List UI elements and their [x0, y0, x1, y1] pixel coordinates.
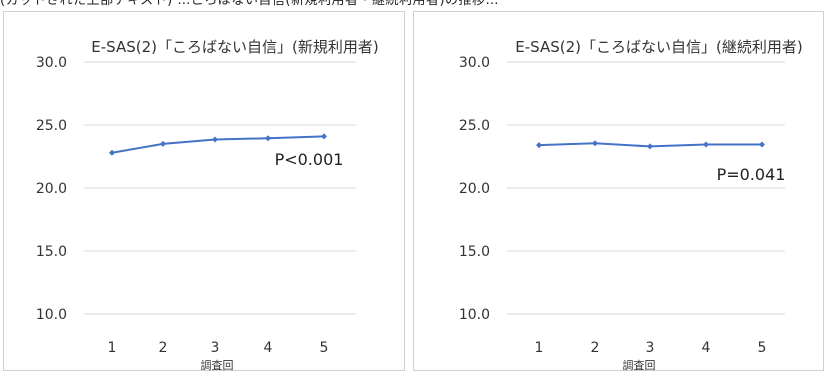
- data-point: [703, 141, 709, 148]
- chart-svg-new-users: E-SAS(2)「ころばない自信」(新規利用者) 10.0 15.0 20.0 25.…: [36, 38, 379, 372]
- y-tick-label: 10.0: [459, 307, 490, 323]
- x-axis-label: 調査回: [623, 358, 656, 372]
- y-tick-label: 30.0: [36, 55, 67, 71]
- x-tick-label: 3: [211, 340, 220, 356]
- x-tick-label: 4: [702, 340, 711, 356]
- data-point: [592, 140, 598, 147]
- chart-title: E-SAS(2)「ころばない自信」(継続利用者): [515, 38, 802, 56]
- x-tick-label: 2: [159, 340, 168, 356]
- data-point: [109, 149, 115, 156]
- y-tick-label: 25.0: [36, 118, 67, 134]
- data-point: [536, 142, 542, 149]
- y-tick-label: 20.0: [36, 181, 67, 197]
- p-value-annotation: P<0.001: [275, 150, 344, 169]
- x-tick-label: 1: [535, 340, 544, 356]
- x-axis-label: 調査回: [201, 358, 234, 372]
- x-tick-label: 3: [646, 340, 655, 356]
- y-tick-label: 25.0: [459, 118, 490, 134]
- y-tick-label: 15.0: [36, 244, 67, 260]
- chart-panel-new-users: E-SAS(2)「ころばない自信」(新規利用者) 10.0 15.0 20.0 25.…: [3, 11, 405, 372]
- data-point: [321, 133, 327, 140]
- data-point: [759, 141, 765, 148]
- chart-title: E-SAS(2)「ころばない自信」(新規利用者): [91, 38, 378, 56]
- y-tick-label: 15.0: [459, 244, 490, 260]
- chart-panel-continuing-users: E-SAS(2)「ころばない自信」(継続利用者) 10.0 15.0 20.0 25.…: [413, 11, 824, 372]
- y-tick-label: 20.0: [459, 181, 490, 197]
- data-point: [212, 136, 218, 143]
- x-tick-label: 5: [758, 340, 767, 356]
- chart-svg-continuing-users: E-SAS(2)「ころばない自信」(継続利用者) 10.0 15.0 20.0 25.…: [459, 38, 803, 372]
- x-tick-label: 4: [264, 340, 273, 356]
- y-tick-label: 30.0: [459, 55, 490, 71]
- x-tick-label: 1: [108, 340, 117, 356]
- data-point: [647, 143, 653, 150]
- p-value-annotation: P=0.041: [717, 165, 786, 184]
- x-tick-label: 5: [320, 340, 329, 356]
- data-point: [160, 140, 166, 147]
- data-point: [265, 135, 271, 142]
- clipped-top-text: (カットされた上部テキスト) …ころばない自信(新規利用者・継続利用者)の推移…: [0, 0, 500, 8]
- y-tick-label: 10.0: [36, 307, 67, 323]
- x-tick-label: 2: [591, 340, 600, 356]
